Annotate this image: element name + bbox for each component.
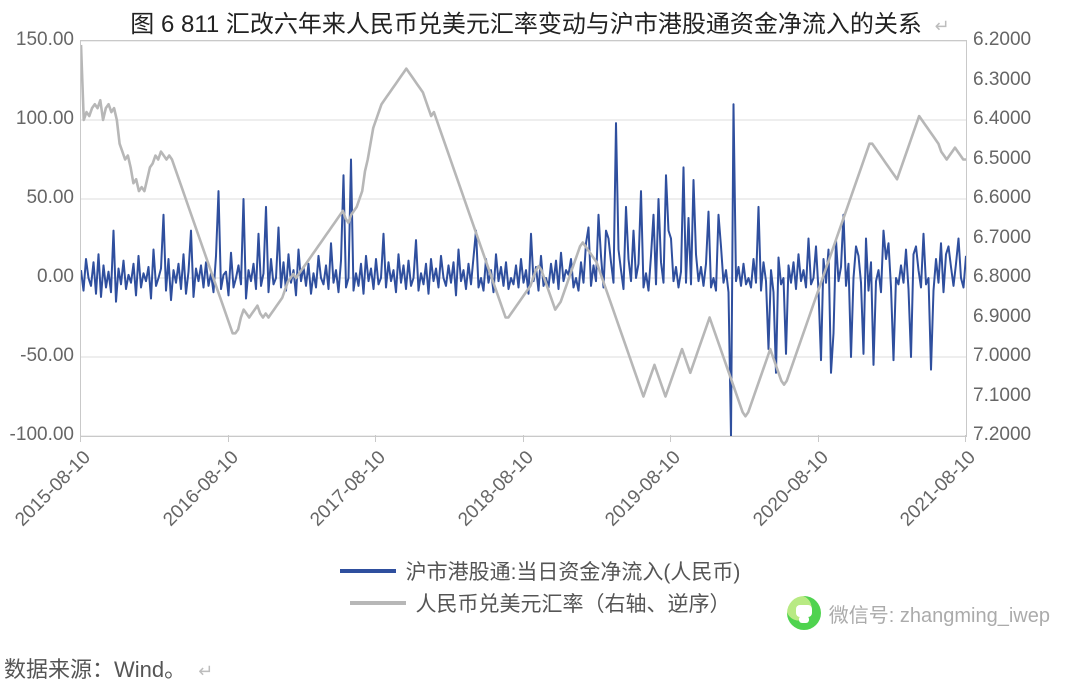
- return-glyph: ↵: [935, 16, 950, 36]
- x-tick: [375, 435, 376, 442]
- y-right-tick-label: 7.0000: [973, 345, 1031, 367]
- wechat-icon: [787, 596, 821, 630]
- watermark-text: 微信号: zhangming_iwep: [829, 599, 1050, 628]
- y-right-tick-label: 6.8000: [973, 266, 1031, 288]
- source-text: 数据来源：Wind。: [4, 657, 186, 682]
- x-tick-label: 2021-08-10: [880, 447, 980, 547]
- x-tick-label: 2020-08-10: [733, 447, 833, 547]
- chart-svg: [80, 40, 967, 437]
- y-right-tick-label: 7.1000: [973, 385, 1031, 407]
- y-right-tick-label: 6.7000: [973, 227, 1031, 249]
- legend-item: 沪市港股通:当日资金净流入(人民币): [0, 555, 1080, 587]
- figure-container: 图 6 811 汇改六年来人民币兑美元汇率变动与沪市港股通资金净流入的关系 ↵ …: [0, 0, 1080, 690]
- y-right-tick-label: 6.6000: [973, 187, 1031, 209]
- x-tick-label: 2018-08-10: [438, 447, 538, 547]
- x-tick: [80, 435, 81, 442]
- y-left-tick-label: 150.00: [4, 29, 74, 51]
- x-tick-label: 2017-08-10: [290, 447, 390, 547]
- x-tick-label: 2016-08-10: [143, 447, 243, 547]
- x-tick: [523, 435, 524, 442]
- y-left-tick-label: 50.00: [4, 187, 74, 209]
- chart-title: 图 6 811 汇改六年来人民币兑美元汇率变动与沪市港股通资金净流入的关系 ↵: [0, 4, 1080, 39]
- x-tick-label: 2019-08-10: [585, 447, 685, 547]
- legend-swatch: [340, 569, 396, 573]
- x-tick: [818, 435, 819, 442]
- legend-label: 人民币兑美元汇率（右轴、逆序）: [416, 588, 731, 618]
- y-right-tick-label: 6.2000: [973, 29, 1031, 51]
- legend-swatch: [350, 601, 406, 605]
- y-right-tick-label: 6.3000: [973, 69, 1031, 91]
- y-right-tick-label: 6.5000: [973, 148, 1031, 170]
- y-left-tick-label: -100.00: [4, 424, 74, 446]
- x-tick: [965, 435, 966, 442]
- legend-label: 沪市港股通:当日资金净流入(人民币): [406, 556, 741, 586]
- title-text: 图 6 811 汇改六年来人民币兑美元汇率变动与沪市港股通资金净流入的关系: [130, 11, 922, 38]
- x-tick-label: 2015-08-10: [0, 447, 96, 547]
- return-glyph: ↵: [198, 661, 213, 681]
- watermark: 微信号: zhangming_iwep: [787, 596, 1050, 630]
- x-tick: [228, 435, 229, 442]
- y-left-tick-label: 0.00: [4, 266, 74, 288]
- y-right-tick-label: 6.4000: [973, 108, 1031, 130]
- y-right-tick-label: 7.2000: [973, 424, 1031, 446]
- y-left-tick-label: 100.00: [4, 108, 74, 130]
- y-left-tick-label: -50.00: [4, 345, 74, 367]
- source-line: 数据来源：Wind。 ↵: [4, 652, 213, 684]
- y-right-tick-label: 6.9000: [973, 306, 1031, 328]
- x-tick: [670, 435, 671, 442]
